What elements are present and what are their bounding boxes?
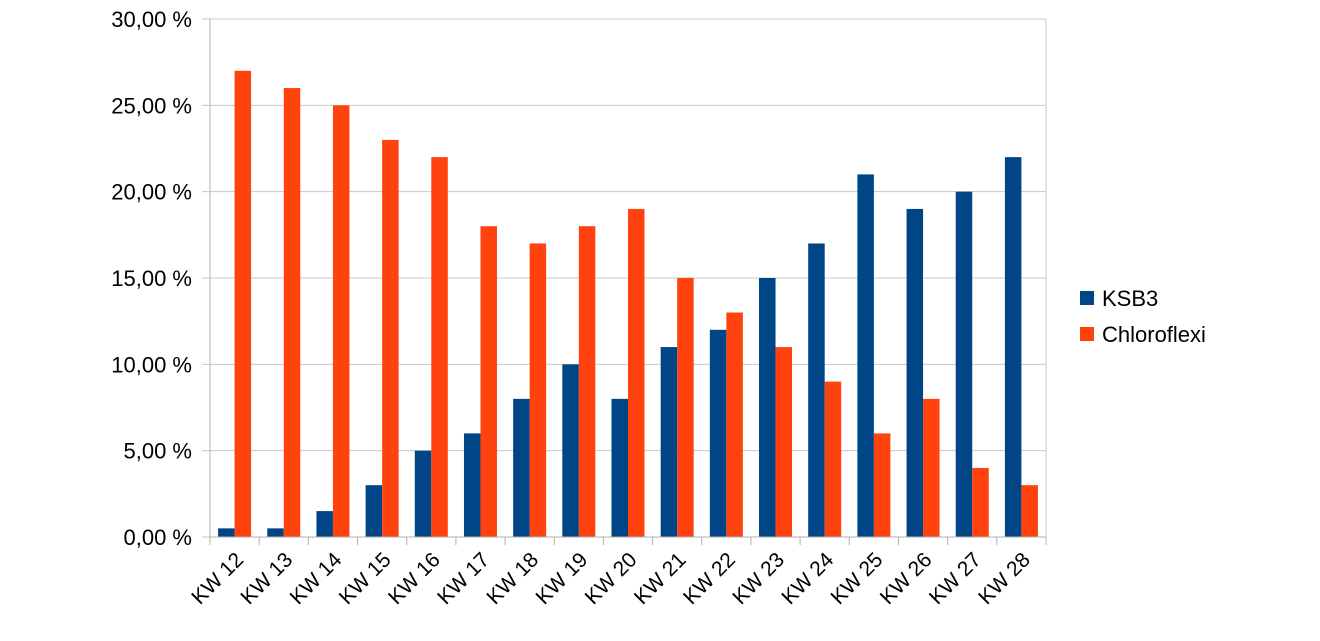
x-tick-label: KW 28 [974,548,1035,609]
bar-ksb3-kw-14 [316,511,333,537]
legend: KSB3 Chloroflexi [1080,286,1206,347]
bar-ksb3-kw-23 [759,278,776,537]
y-tick-label: 5,00 % [124,439,193,464]
bar-chloroflexi-kw-22 [726,312,743,537]
bar-chloroflexi-kw-18 [529,243,547,537]
bar-ksb3-kw-20 [611,398,628,537]
bar-ksb3-kw-18 [513,398,530,537]
y-tick-label: 15,00 % [111,266,192,291]
bars [218,70,1038,538]
bar-chloroflexi-kw-27 [972,467,989,537]
bar-ksb3-kw-22 [709,329,727,537]
bar-ksb3-kw-17 [463,433,481,537]
bar-chloroflexi-kw-25 [873,433,891,537]
x-tick-label: KW 14 [286,548,347,609]
legend-swatch-ksb3 [1080,291,1094,305]
x-tick-label: KW 20 [581,548,642,609]
y-tick-label: 10,00 % [111,352,192,377]
x-tick-label: KW 26 [876,548,937,609]
x-tick-label: KW 13 [236,548,297,609]
bar-chloroflexi-kw-13 [283,88,301,538]
y-tick-label: 0,00 % [124,525,193,550]
bar-ksb3-kw-24 [808,243,825,537]
bar-ksb3-kw-21 [660,347,678,537]
bar-chloroflexi-kw-17 [480,226,497,537]
bar-ksb3-kw-15 [365,485,383,537]
legend-swatch-chloroflexi [1080,327,1094,341]
bar-ksb3-kw-26 [906,208,924,537]
bar-chloroflexi-kw-23 [775,347,793,537]
bar-ksb3-kw-27 [955,191,973,537]
bar-ksb3-kw-25 [857,174,874,537]
x-tick-label: KW 12 [187,548,248,609]
axes [209,19,1047,545]
x-tick-label: KW 18 [482,548,543,609]
x-tick-label: KW 16 [384,548,445,609]
x-tick-label: KW 27 [925,548,986,609]
bar-chloroflexi-kw-15 [382,139,399,537]
bar-chloroflexi-kw-14 [332,105,350,537]
legend-label-chloroflexi: Chloroflexi [1102,322,1206,347]
x-tick-label: KW 22 [679,548,740,609]
y-tick-label: 30,00 % [111,7,192,32]
bar-chloroflexi-kw-28 [1021,485,1038,537]
bar-ksb3-kw-28 [1004,157,1022,537]
x-tick-label: KW 17 [433,548,494,609]
bar-ksb3-kw-13 [267,528,284,537]
x-tick-label: KW 21 [630,548,691,609]
x-tick-label: KW 25 [827,548,888,609]
bar-ksb3-kw-12 [218,528,235,537]
y-tick-label: 25,00 % [111,93,192,118]
x-tick-label: KW 15 [335,548,396,609]
x-tick-label: KW 19 [532,548,593,609]
bar-chloroflexi-kw-20 [628,208,645,537]
bar-ksb3-kw-19 [562,364,579,537]
bar-ksb3-kw-16 [414,450,432,537]
bar-chloroflexi-kw-21 [677,278,694,537]
bar-chloroflexi-kw-24 [824,381,842,537]
bar-chloroflexi-kw-16 [431,157,448,537]
bar-chloroflexi-kw-26 [923,398,940,537]
y-tick-label: 20,00 % [111,180,192,205]
y-tick-labels: 0,00 % 5,00 % 10,00 % 15,00 % 20,00 % 25,00 %… [111,7,192,550]
bar-chloroflexi-kw-19 [578,226,596,537]
bar-chloroflexi-kw-12 [234,70,252,538]
x-tick-label: KW 23 [728,548,789,609]
legend-label-ksb3: KSB3 [1102,286,1158,311]
x-tick-label: KW 24 [777,548,838,609]
